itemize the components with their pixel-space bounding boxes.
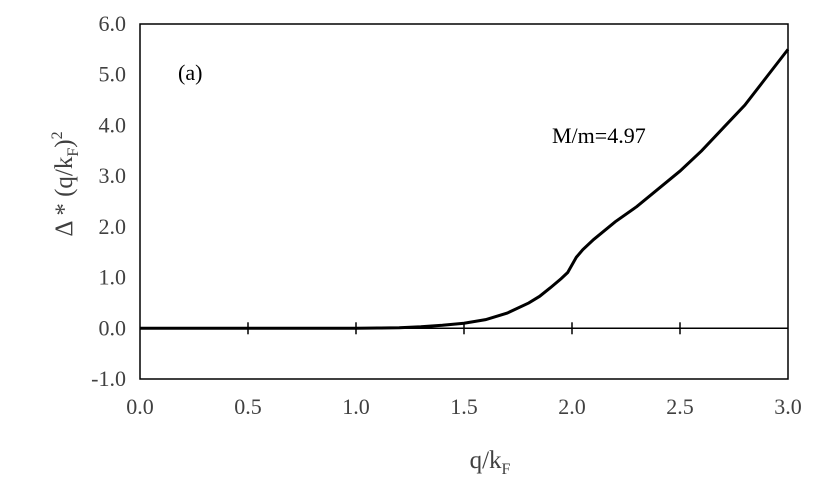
x-tick-label: 0.0 — [126, 394, 154, 419]
y-tick-labels: -1.0 0.0 1.0 2.0 3.0 4.0 5.0 6.0 — [91, 11, 126, 391]
x-tick-label: 0.5 — [234, 394, 262, 419]
y-tick-label: 2.0 — [99, 214, 127, 239]
series-line — [140, 48, 790, 330]
y-tick-label: 0.0 — [99, 315, 127, 340]
y-tick-label: 3.0 — [99, 163, 127, 188]
x-axis-title: q/kF — [470, 447, 511, 478]
annotation-mass-ratio: M/m=4.97 — [552, 123, 646, 148]
y-tick-label: 5.0 — [99, 62, 127, 87]
x-tick-label: 1.0 — [342, 394, 370, 419]
plot-frame — [139, 23, 789, 380]
x-tick-label: 2.0 — [558, 394, 586, 419]
y-tick-label: 1.0 — [99, 265, 127, 290]
x-tick-label: 1.5 — [450, 394, 478, 419]
x-tick-label: 3.0 — [774, 394, 802, 419]
y-tick-label: 6.0 — [99, 11, 127, 36]
x-tick-label: 2.5 — [666, 394, 694, 419]
panel-label: (a) — [178, 60, 202, 85]
y-tick-label: -1.0 — [91, 366, 126, 391]
x-tick-labels: 0.0 0.5 1.0 1.5 2.0 2.5 3.0 — [126, 394, 802, 419]
y-tick-label: 4.0 — [99, 112, 127, 137]
y-axis-title: Δ * (q/kF)2 — [49, 131, 82, 236]
